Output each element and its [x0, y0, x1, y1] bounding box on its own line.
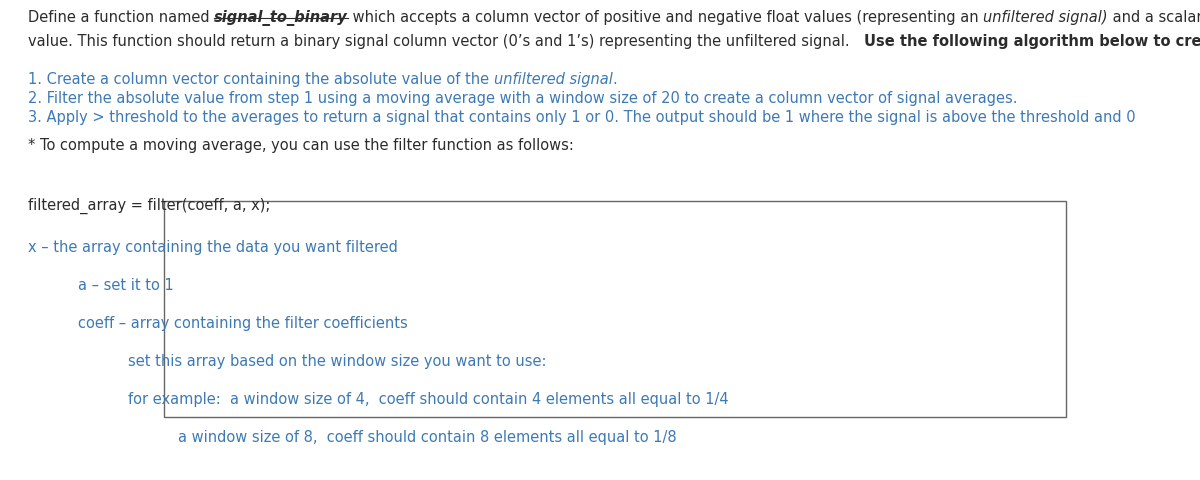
Text: signal_to_binary: signal_to_binary: [215, 10, 348, 26]
Text: coeff – array containing the filter coefficients: coeff – array containing the filter coef…: [78, 315, 408, 330]
Text: 1. Create a column vector containing the absolute value of the: 1. Create a column vector containing the…: [28, 72, 493, 87]
Text: Define a function named: Define a function named: [28, 10, 215, 25]
Text: which accepts a column vector of positive and negative float values (representin: which accepts a column vector of positiv…: [348, 10, 983, 25]
Text: unfiltered signal): unfiltered signal): [983, 10, 1108, 25]
FancyBboxPatch shape: [164, 202, 1066, 417]
Text: and a scalar value representing a threshold: and a scalar value representing a thresh…: [1108, 10, 1200, 25]
Text: for example:  a window size of 4,  coeff should contain 4 elements all equal to : for example: a window size of 4, coeff s…: [128, 391, 728, 406]
Text: * To compute a moving average, you can use the filter function as follows:: * To compute a moving average, you can u…: [28, 138, 574, 153]
Text: set this array based on the window size you want to use:: set this array based on the window size …: [128, 353, 546, 368]
Text: x – the array containing the data you want filtered: x – the array containing the data you wa…: [28, 240, 398, 254]
Text: Use the following algorithm below to create the binary signal:: Use the following algorithm below to cre…: [864, 34, 1200, 49]
Text: .: .: [613, 72, 617, 87]
Text: a – set it to 1: a – set it to 1: [78, 277, 174, 292]
Text: value. This function should return a binary signal column vector (0’s and 1’s) r: value. This function should return a bin…: [28, 34, 864, 49]
Text: a window size of 8,  coeff should contain 8 elements all equal to 1/8: a window size of 8, coeff should contain…: [178, 429, 677, 444]
Text: filtered_array = filter(coeff, a, x);: filtered_array = filter(coeff, a, x);: [28, 198, 270, 214]
Text: 3. Apply > threshold to the averages to return a signal that contains only 1 or : 3. Apply > threshold to the averages to …: [28, 110, 1135, 125]
Text: 2. Filter the absolute value from step 1 using a moving average with a window si: 2. Filter the absolute value from step 1…: [28, 91, 1018, 106]
Text: unfiltered signal: unfiltered signal: [493, 72, 613, 87]
